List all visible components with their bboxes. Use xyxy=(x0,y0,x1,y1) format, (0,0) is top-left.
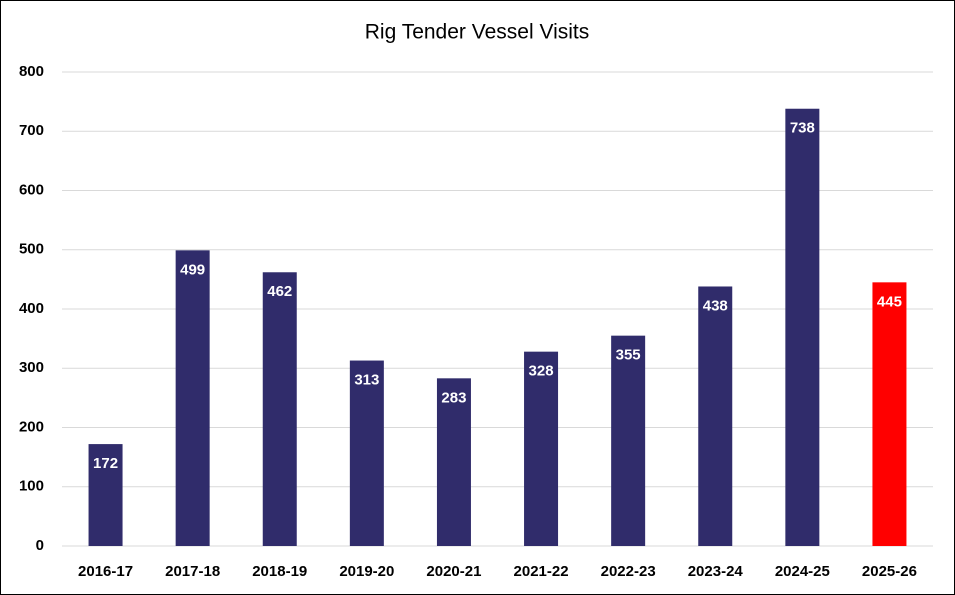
bar xyxy=(88,444,123,546)
bar xyxy=(698,286,733,546)
bar xyxy=(872,282,907,546)
y-tick-label: 500 xyxy=(19,241,44,258)
value-label: 172 xyxy=(93,455,118,472)
chart-title: Rig Tender Vessel Visits xyxy=(365,21,590,44)
y-tick-label: 800 xyxy=(19,63,44,80)
bar xyxy=(436,378,471,546)
bar xyxy=(262,272,297,546)
value-label: 355 xyxy=(616,347,641,364)
x-tick-label: 2020-21 xyxy=(426,563,481,580)
x-tick-label: 2017-18 xyxy=(165,563,220,580)
x-tick-label: 2018-19 xyxy=(252,563,307,580)
x-tick-label: 2022-23 xyxy=(601,563,656,580)
bar xyxy=(611,335,646,546)
y-tick-label: 100 xyxy=(19,478,44,495)
bar xyxy=(349,360,384,546)
value-label: 499 xyxy=(180,261,205,278)
bar xyxy=(524,351,559,546)
y-tick-label: 0 xyxy=(36,537,44,554)
bar xyxy=(175,250,210,546)
y-tick-label: 400 xyxy=(19,300,44,317)
value-label: 313 xyxy=(354,372,379,389)
value-label: 328 xyxy=(529,363,554,380)
bar xyxy=(785,108,820,547)
value-label: 462 xyxy=(267,283,292,300)
x-tick-label: 2025-26 xyxy=(862,563,917,580)
x-tick-label: 2019-20 xyxy=(339,563,394,580)
y-tick-label: 600 xyxy=(19,181,44,198)
value-label: 445 xyxy=(877,293,902,310)
value-label: 738 xyxy=(790,120,815,137)
x-tick-label: 2024-25 xyxy=(775,563,830,580)
value-label: 283 xyxy=(441,389,466,406)
y-tick-label: 700 xyxy=(19,122,44,139)
y-tick-label: 200 xyxy=(19,418,44,435)
x-tick-label: 2021-22 xyxy=(514,563,569,580)
value-label: 438 xyxy=(703,297,728,314)
y-tick-label: 300 xyxy=(19,359,44,376)
x-tick-label: 2023-24 xyxy=(688,563,744,580)
x-tick-label: 2016-17 xyxy=(78,563,133,580)
